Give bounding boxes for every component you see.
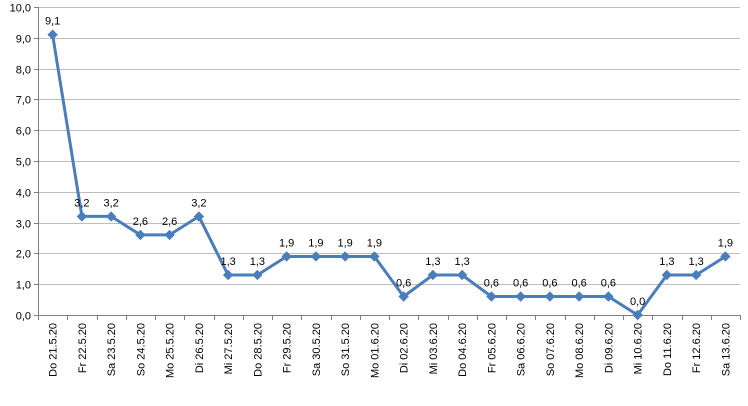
data-label: 2,6 — [162, 216, 177, 228]
x-tick-label: Sa 30.5.20 — [311, 323, 323, 376]
data-label: 0,6 — [396, 278, 411, 290]
y-tick-label: 8,0 — [16, 65, 31, 77]
x-tick-label: So 07.6.20 — [545, 323, 557, 376]
data-point-marker — [544, 291, 556, 302]
x-tick-label: Mi 03.6.20 — [428, 323, 440, 374]
y-tick-label: 4,0 — [16, 188, 31, 200]
data-point-marker — [135, 229, 146, 241]
data-label: 9,1 — [45, 16, 60, 28]
x-tick-label: Sa 23.5.20 — [106, 323, 118, 376]
data-label: 1,3 — [220, 256, 235, 268]
x-tick-label: Mo 08.6.20 — [574, 323, 586, 378]
x-tick-label: Fr 29.5.20 — [282, 323, 294, 373]
data-point-marker — [427, 269, 439, 281]
data-point-marker — [398, 291, 409, 302]
data-point-marker — [690, 269, 702, 281]
data-point-marker — [310, 251, 322, 262]
y-tick-label: 7,0 — [16, 95, 31, 107]
x-tick-label: Do 21.5.20 — [48, 323, 60, 377]
series-layer — [47, 29, 731, 321]
x-tick-label: Fr 05.6.20 — [486, 323, 498, 373]
data-point-marker — [632, 309, 643, 321]
data-label: 3,2 — [74, 197, 89, 209]
x-tick-label: Di 26.5.20 — [194, 323, 206, 373]
data-label: 1,9 — [308, 237, 323, 249]
data-point-marker — [573, 291, 585, 302]
data-label: 0,0 — [630, 296, 645, 308]
data-label: 1,9 — [337, 237, 352, 249]
data-point-marker — [456, 269, 468, 281]
data-point-marker — [339, 251, 351, 262]
x-tick-label: Di 09.6.20 — [603, 323, 615, 373]
grid-layer — [38, 7, 740, 285]
x-tick-labels: Do 21.5.20 Fr 22.5.20 Sa 23.5.20 So 24.5.20… — [48, 323, 733, 378]
data-label: 1,3 — [659, 256, 674, 268]
data-point-marker — [369, 251, 380, 262]
data-point-marker — [222, 269, 234, 281]
x-tick-label: Mo 25.5.20 — [165, 323, 177, 378]
x-tick-label: Fr 12.6.20 — [691, 323, 703, 373]
data-label: 1,3 — [425, 256, 440, 268]
x-tick-label: Fr 22.5.20 — [77, 323, 89, 373]
y-tick-label: 10,0 — [10, 3, 31, 15]
data-point-marker — [603, 291, 614, 302]
x-tick-label: So 31.5.20 — [340, 323, 352, 376]
data-point-marker — [515, 291, 526, 302]
data-label: 1,9 — [279, 237, 294, 249]
data-label: 0,6 — [484, 278, 499, 290]
data-label: 1,9 — [718, 237, 733, 249]
y-tick-label: 1,0 — [16, 280, 31, 292]
data-label: 2,6 — [133, 216, 148, 228]
data-label: 0,6 — [542, 278, 557, 290]
x-tick-label: Do 11.6.20 — [662, 323, 674, 376]
x-tick-label: So 24.5.20 — [135, 323, 147, 376]
series-line — [51, 34, 727, 317]
y-tick-label: 9,0 — [16, 34, 31, 46]
y-tick-label: 2,0 — [16, 249, 31, 261]
data-point-marker — [47, 29, 58, 40]
y-tick-label: 3,0 — [16, 219, 31, 231]
x-tick-label: Sa 06.6.20 — [516, 323, 528, 376]
data-label: 0,6 — [513, 278, 528, 290]
data-point-marker — [720, 251, 731, 262]
data-point-marker — [105, 211, 117, 222]
x-tick-label: Mo 01.6.20 — [369, 323, 381, 378]
data-label: 1,9 — [367, 237, 382, 249]
y-tick-label: 5,0 — [16, 157, 31, 169]
x-tick-label: Do 28.5.20 — [252, 323, 264, 377]
x-tick-label: Mi 27.5.20 — [223, 323, 235, 374]
axis-layer — [34, 7, 741, 320]
y-tick-label: 6,0 — [16, 126, 31, 138]
y-tick-label: 0,0 — [16, 311, 31, 323]
data-label: 3,2 — [191, 197, 206, 209]
x-tick-label: Do 04.6.20 — [457, 323, 469, 377]
data-label: 0,6 — [571, 278, 586, 290]
data-point-marker — [661, 269, 673, 281]
data-point-marker — [76, 211, 88, 222]
x-tick-label: Sa 13.6.20 — [720, 323, 732, 376]
data-labels: 9,1 3,2 3,2 2,6 2,6 3,2 1,3 1,3 1,9 1,9 1,9 1,9 0,6 1… — [45, 16, 733, 308]
data-point-marker — [281, 251, 292, 262]
data-point-marker — [486, 291, 497, 302]
data-point-marker — [252, 269, 263, 281]
data-point-marker — [193, 211, 205, 222]
data-point-marker — [164, 229, 175, 241]
x-tick-label: Mi 10.6.20 — [633, 323, 645, 374]
data-label: 1,3 — [454, 256, 469, 268]
data-label: 1,3 — [250, 256, 265, 268]
x-tick-label: Di 02.6.20 — [399, 323, 411, 373]
data-label: 3,2 — [103, 197, 118, 209]
data-label: 0,6 — [601, 278, 616, 290]
data-label: 1,3 — [688, 256, 703, 268]
y-tick-labels: 0,0 1,0 2,0 3,0 4,0 5,0 6,0 7,0 8,0 9,0 10,0 — [10, 3, 31, 323]
